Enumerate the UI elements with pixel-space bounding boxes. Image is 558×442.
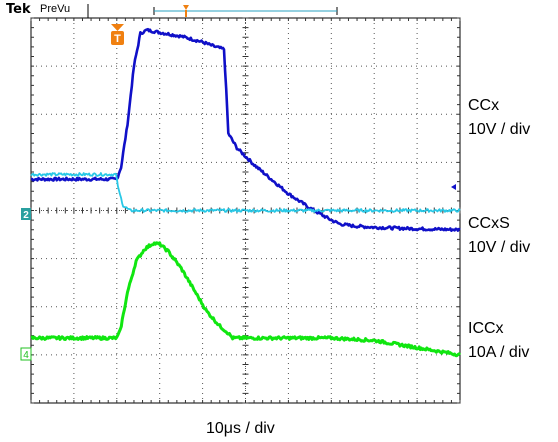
trigger-position-stem	[185, 10, 187, 17]
channel-2-marker-text: 2	[23, 210, 29, 221]
trigger-position-marker	[183, 5, 189, 10]
ccx-name-label: CCx	[468, 97, 500, 114]
channel-4-marker	[20, 347, 32, 361]
trigger-marker-text: T	[114, 33, 121, 45]
brand-logo: Tek	[6, 2, 31, 17]
trigger-marker-icon	[111, 31, 124, 45]
trace-ccx	[30, 27, 461, 232]
time-scale-label: 10μs / div	[206, 420, 275, 437]
iccx-name-label: ICCx	[468, 320, 504, 337]
acquisition-mode: PreVu	[40, 3, 71, 15]
ccxs-name-label: CCxS	[468, 215, 510, 232]
ccx-scale-label: 10V / div	[468, 121, 531, 138]
ccxs-scale-label: 10V / div	[468, 239, 531, 256]
iccx-scale-label: 10A / div	[468, 344, 530, 361]
trace-iccx	[30, 241, 462, 358]
trace-ccxs	[30, 172, 461, 213]
scope-markers: T 2 4	[20, 4, 456, 361]
waveform-traces	[30, 27, 462, 358]
trigger-arrow-icon	[111, 24, 124, 31]
channel-4-marker-text: 4	[23, 350, 29, 361]
offset-arrow-icon	[451, 184, 456, 190]
channel-2-marker	[21, 208, 31, 220]
